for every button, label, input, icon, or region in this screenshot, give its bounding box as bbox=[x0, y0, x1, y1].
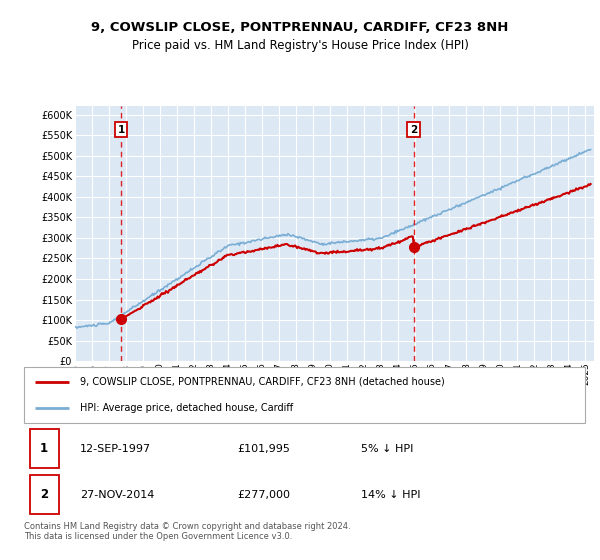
Text: 2: 2 bbox=[410, 125, 417, 135]
Text: 1: 1 bbox=[40, 442, 48, 455]
Text: 27-NOV-2014: 27-NOV-2014 bbox=[80, 490, 154, 500]
Text: £101,995: £101,995 bbox=[237, 444, 290, 454]
Text: 9, COWSLIP CLOSE, PONTPRENNAU, CARDIFF, CF23 8NH: 9, COWSLIP CLOSE, PONTPRENNAU, CARDIFF, … bbox=[91, 21, 509, 34]
FancyBboxPatch shape bbox=[24, 367, 585, 423]
FancyBboxPatch shape bbox=[29, 475, 59, 514]
Text: 1: 1 bbox=[118, 125, 125, 135]
Text: 5% ↓ HPI: 5% ↓ HPI bbox=[361, 444, 413, 454]
FancyBboxPatch shape bbox=[29, 430, 59, 468]
Text: 9, COWSLIP CLOSE, PONTPRENNAU, CARDIFF, CF23 8NH (detached house): 9, COWSLIP CLOSE, PONTPRENNAU, CARDIFF, … bbox=[80, 377, 445, 387]
Text: HPI: Average price, detached house, Cardiff: HPI: Average price, detached house, Card… bbox=[80, 403, 293, 413]
Text: Price paid vs. HM Land Registry's House Price Index (HPI): Price paid vs. HM Land Registry's House … bbox=[131, 39, 469, 52]
Text: 2: 2 bbox=[40, 488, 48, 501]
Text: Contains HM Land Registry data © Crown copyright and database right 2024.
This d: Contains HM Land Registry data © Crown c… bbox=[24, 522, 350, 542]
Text: £277,000: £277,000 bbox=[237, 490, 290, 500]
Text: 12-SEP-1997: 12-SEP-1997 bbox=[80, 444, 151, 454]
Text: 14% ↓ HPI: 14% ↓ HPI bbox=[361, 490, 420, 500]
